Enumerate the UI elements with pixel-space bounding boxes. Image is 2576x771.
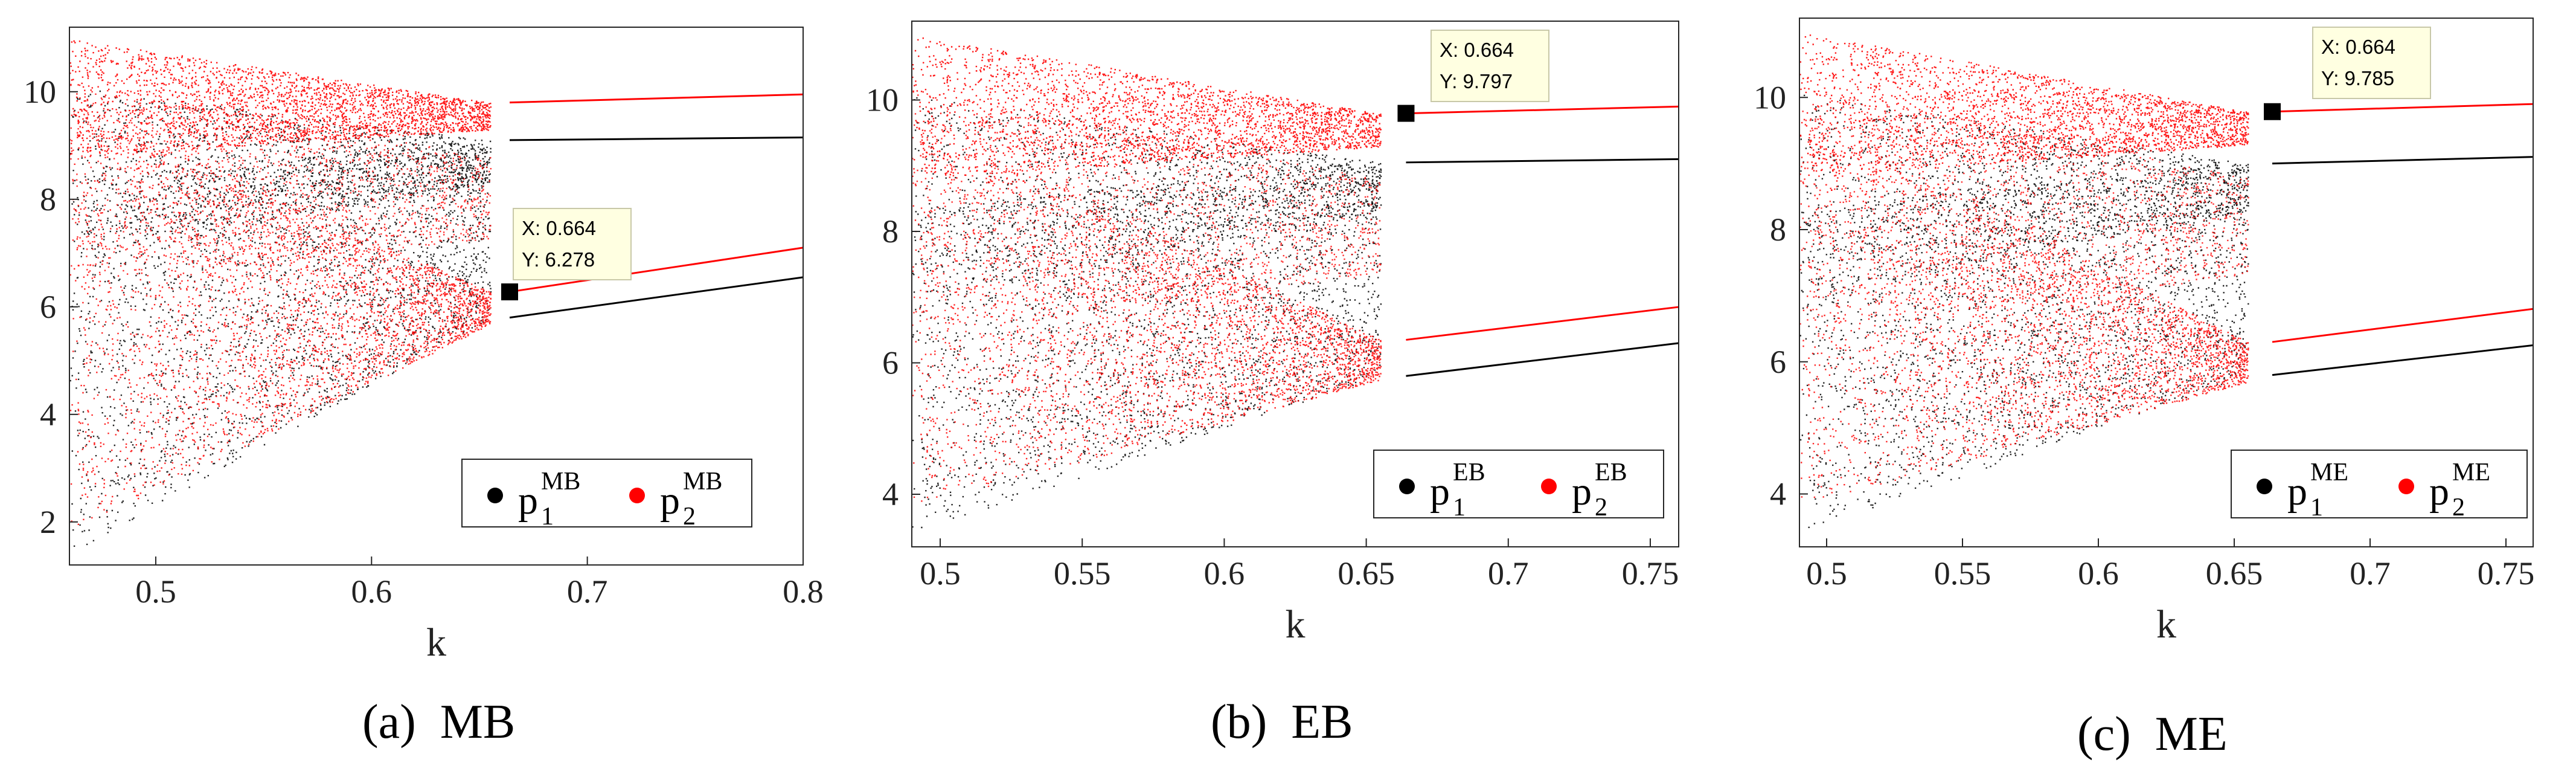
x-tick-label: 0.7	[567, 573, 608, 610]
datatip-box	[1431, 30, 1549, 102]
x-tick-label: 0.6	[351, 573, 392, 610]
chaotic-region-2	[1799, 34, 2249, 529]
datatip-y-text: Y: 9.797	[1440, 70, 1513, 92]
datatip-y-text: Y: 9.785	[2321, 67, 2394, 89]
chaotic-region-1	[912, 37, 1382, 529]
legend-marker-2	[2398, 479, 2414, 494]
y-tick-label: 4	[40, 396, 56, 433]
legend-superscript-2: EB	[1595, 459, 1627, 486]
plot-frame	[1799, 18, 2534, 547]
legend-box	[461, 459, 752, 527]
legend-subscript-2: 2	[683, 503, 696, 531]
legend-subscript-1: 1	[2310, 494, 2323, 521]
bifurcation-chart-eb: 0.5 0.55 0.6 0.65 0.7 0.75 4 6 8 10 k X: 0.664 Y: 9.…	[866, 21, 1679, 647]
datatip-marker	[501, 283, 518, 301]
legend-superscript-2: MB	[683, 468, 722, 495]
legend-superscript-2: ME	[2452, 459, 2490, 486]
series-1-lower-branch	[2272, 344, 2534, 376]
x-axis-label: k	[1286, 602, 1306, 647]
y-tick-label: 2	[40, 504, 56, 540]
y-tick-label: 4	[882, 476, 899, 512]
legend-marker-1	[2257, 479, 2272, 494]
y-tick-label: 10	[866, 82, 899, 118]
datatip-x-text: X: 0.664	[1440, 39, 1514, 61]
x-tick-label: 0.6	[1204, 555, 1245, 592]
series-2-upper-branch	[509, 93, 804, 104]
x-axis-label: k	[426, 621, 446, 665]
legend-box	[2231, 450, 2528, 518]
x-axis-label: k	[2156, 602, 2176, 647]
legend-label-1: p	[2287, 469, 2307, 514]
series-2-lower-branch	[2272, 308, 2534, 343]
legend-superscript-1: MB	[541, 468, 580, 495]
x-tick-label: 0.5	[1806, 555, 1847, 592]
series-1-upper-branch	[2272, 156, 2534, 165]
y-tick-label: 6	[1770, 344, 1786, 380]
datatip-y-text: Y: 6.278	[522, 248, 595, 271]
y-tick-label: 8	[40, 181, 56, 218]
legend-marker-1	[1399, 479, 1415, 494]
series-1-lower-branch	[509, 276, 804, 319]
x-tick-label: 0.55	[1934, 555, 1991, 592]
y-tick-label: 8	[882, 213, 899, 250]
y-tick-label: 4	[1770, 476, 1786, 512]
series-1-lower-branch	[1406, 342, 1679, 377]
datatip-marker	[1397, 105, 1415, 122]
y-tick-label: 10	[1754, 79, 1786, 115]
x-tick-label: 0.65	[1338, 555, 1395, 592]
y-tick-label: 6	[40, 289, 56, 325]
x-tick-label: 0.55	[1054, 555, 1111, 592]
x-tick-label: 0.5	[135, 573, 176, 610]
plot-frame	[69, 27, 804, 566]
caption-eb: (b) EB	[1211, 695, 1353, 749]
x-tick-label: 0.75	[1622, 555, 1679, 592]
caption-mb: (a) MB	[362, 695, 516, 749]
legend-label-1: p	[518, 479, 538, 523]
series-2-lower-branch	[1406, 306, 1679, 341]
datatip-box	[2312, 27, 2431, 99]
y-tick-label: 8	[1770, 211, 1786, 248]
bifurcation-chart-me: 0.5 0.55 0.6 0.65 0.7 0.75 4 6 8 10 k X: 0.664 Y: 9.…	[1754, 18, 2535, 647]
chart-panel-me: 0.5 0.55 0.6 0.65 0.7 0.75 4 6 8 10 k X: 0.664 Y: 9.…	[1721, 0, 2576, 771]
legend-subscript-2: 2	[1595, 494, 1607, 521]
x-tick-label: 0.8	[783, 573, 824, 610]
legend-label-2: p	[1572, 469, 1592, 514]
chaotic-region-0	[69, 40, 492, 547]
legend-superscript-1: EB	[1453, 459, 1485, 486]
legend-subscript-1: 1	[541, 503, 554, 531]
x-tick-label: 0.65	[2206, 555, 2263, 592]
x-tick-label: 0.75	[2478, 555, 2535, 592]
chart-panel-mb: 0.5 0.6 0.7 0.8 2 4 6 8 10 k X: 0.664 Y: 6.278 p 1 MB p…	[0, 0, 845, 771]
plot-frame	[911, 21, 1679, 547]
chart-panel-eb: 0.5 0.55 0.6 0.65 0.7 0.75 4 6 8 10 k X: 0.664 Y: 9.…	[857, 0, 1715, 771]
series-2-upper-branch	[1406, 105, 1679, 115]
x-tick-label: 0.5	[920, 555, 961, 592]
legend-label-1: p	[1430, 469, 1450, 514]
datatip-marker	[2264, 103, 2281, 120]
legend-marker-2	[629, 488, 645, 503]
caption-me: (c) ME	[2077, 708, 2228, 761]
y-tick-label: 10	[24, 74, 56, 110]
x-tick-label: 0.6	[2078, 555, 2119, 592]
series-1-upper-branch	[509, 136, 804, 141]
legend-marker-1	[487, 488, 503, 503]
datatip-x-text: X: 0.664	[2321, 36, 2395, 58]
legend-marker-2	[1541, 479, 1557, 494]
legend-subscript-1: 1	[1453, 494, 1466, 521]
legend-subscript-2: 2	[2452, 494, 2465, 521]
datatip-box	[513, 208, 632, 280]
legend-label-2: p	[660, 479, 680, 523]
datatip-x-text: X: 0.664	[522, 217, 596, 239]
series-1-upper-branch	[1406, 158, 1679, 164]
series-2-lower-branch	[509, 247, 804, 293]
x-tick-label: 0.7	[1488, 555, 1529, 592]
legend-superscript-1: ME	[2310, 459, 2348, 486]
y-tick-label: 6	[882, 345, 899, 381]
series-2-upper-branch	[2272, 103, 2534, 113]
legend-box	[1373, 450, 1664, 518]
x-tick-label: 0.7	[2350, 555, 2391, 592]
legend-label-2: p	[2429, 469, 2449, 514]
